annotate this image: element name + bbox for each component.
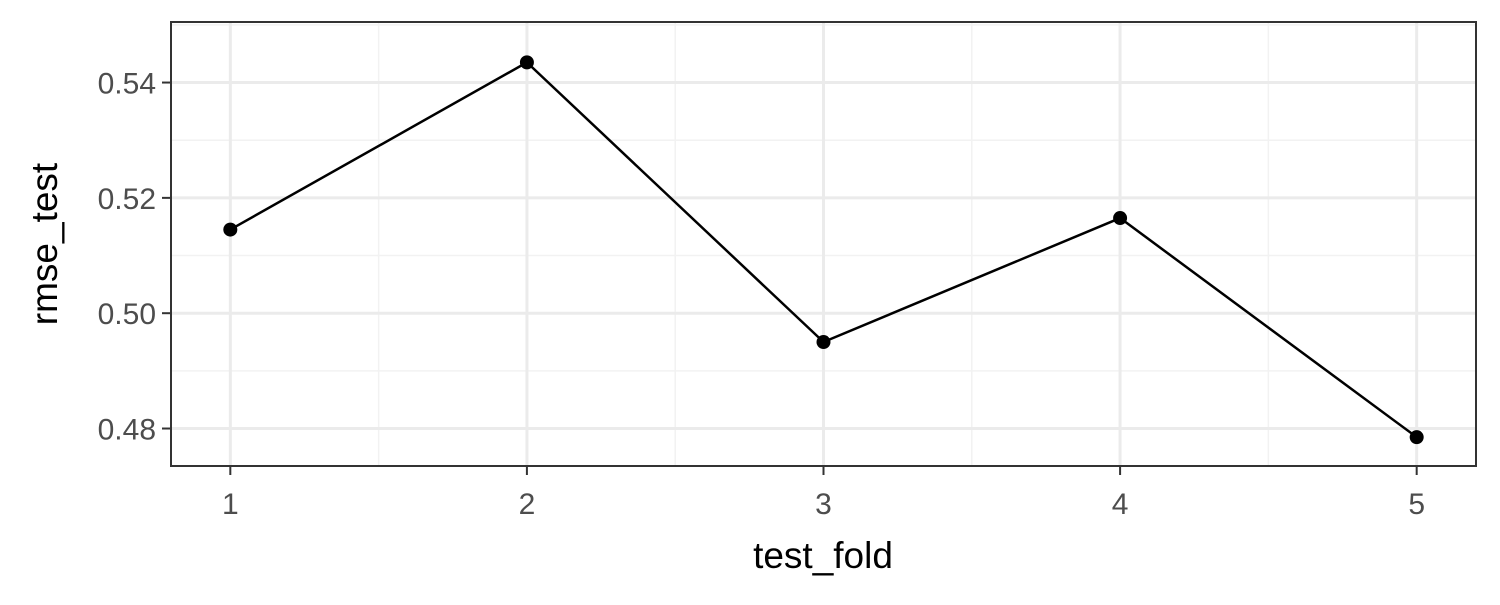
data-point	[223, 222, 238, 237]
y-axis-title: rmse_test	[24, 162, 65, 325]
y-axis: 0.48 0.50 0.52 0.54	[98, 68, 171, 447]
data-point	[1113, 211, 1128, 226]
major-gridlines	[171, 22, 1476, 466]
data-point	[519, 55, 534, 70]
y-tick-label: 0.48	[98, 414, 156, 447]
data-point	[1409, 430, 1424, 445]
x-axis-title: test_fold	[753, 535, 893, 576]
series-layer	[223, 55, 1424, 445]
x-tick-label: 2	[519, 488, 536, 521]
x-tick-label: 5	[1408, 488, 1425, 521]
data-point	[816, 335, 831, 350]
y-tick-label: 0.54	[98, 68, 156, 101]
x-tick-label: 3	[815, 488, 832, 521]
x-tick-label: 1	[222, 488, 239, 521]
y-tick-label: 0.52	[98, 183, 156, 216]
y-tick-label: 0.50	[98, 298, 156, 331]
x-tick-label: 4	[1112, 488, 1129, 521]
x-axis: 1 2 3 4 5	[222, 466, 1425, 521]
